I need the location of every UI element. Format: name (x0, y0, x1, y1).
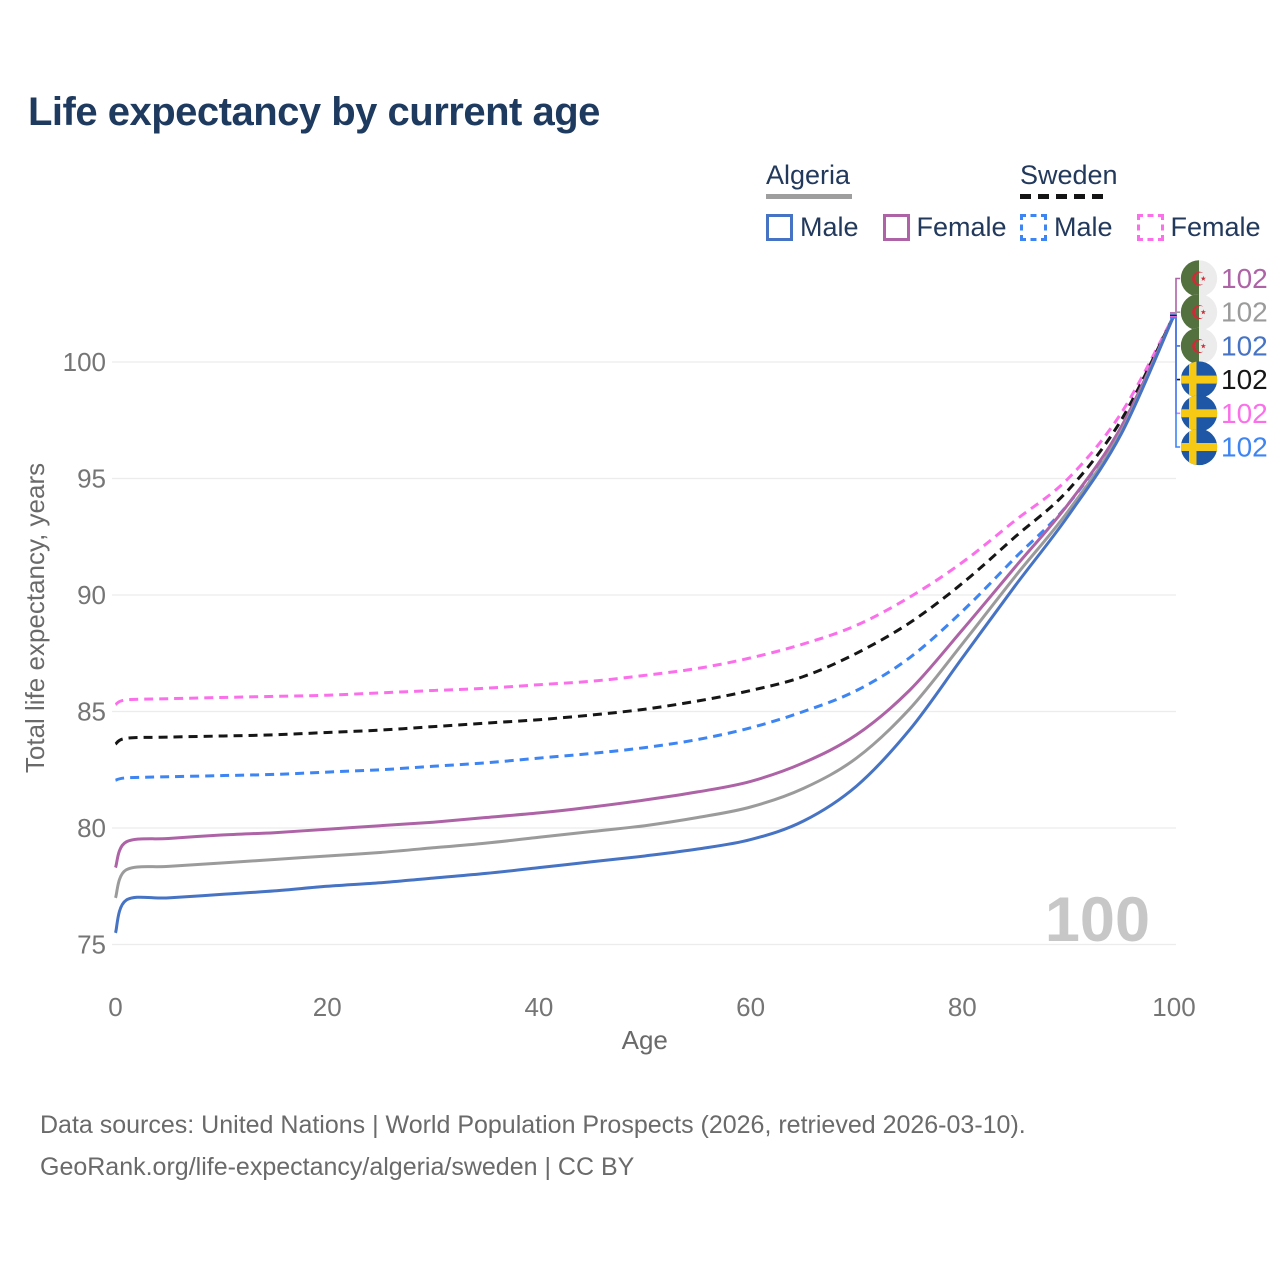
legend-swatch-algeria-male (766, 214, 793, 241)
sweden-flag-body (1180, 395, 1218, 432)
end-label-connector-sweden-male (1170, 317, 1180, 448)
series-line-algeria-both[interactable] (114, 314, 1176, 899)
end-value-label-algeria-female: 102 (1221, 263, 1268, 294)
legend-swatch-sweden-male (1020, 214, 1047, 241)
legend-group-algeria: Algeria Male Female (766, 160, 1007, 243)
end-label-connector-algeria-both (1170, 311, 1180, 315)
x-tick-label-20: 20 (313, 992, 342, 1022)
series-line-sweden-female[interactable] (114, 314, 1176, 706)
flag-algeria-icon: ☪ (1180, 260, 1218, 297)
end-value-label-algeria-male: 102 (1221, 330, 1268, 361)
end-value-label-sweden-both: 102 (1221, 364, 1268, 395)
legend-header-algeria[interactable]: Algeria (766, 160, 851, 190)
flag-sweden-icon (1180, 428, 1218, 466)
x-axis-title: Age (622, 1025, 668, 1055)
y-tick-label-95: 95 (77, 464, 106, 494)
x-tick-label-40: 40 (524, 992, 553, 1022)
end-value-label-algeria-both: 102 (1221, 297, 1268, 328)
end-label-connector-sweden-female (1170, 316, 1180, 415)
y-tick-label-100: 100 (63, 347, 106, 377)
legend-label-sweden-male: Male (1054, 212, 1113, 242)
series-line-algeria-male[interactable] (114, 314, 1176, 934)
legend-item-algeria-female[interactable]: Female (882, 212, 1007, 243)
chart-canvas: 75 80 85 90 95 100 0 20 40 60 80 100 Age Total life e… (20, 260, 1268, 1055)
algeria-flag-green-half (1180, 327, 1199, 365)
sweden-cross-vertical (1189, 361, 1197, 398)
algeria-flag-green-half (1180, 294, 1199, 331)
footer-line-sources: Data sources: United Nations | World Pop… (40, 1111, 1026, 1139)
page-title: Life expectancy by current age (28, 90, 600, 134)
end-label-connector-sweden-both (1170, 315, 1180, 381)
legend-item-algeria-male[interactable]: Male (766, 212, 859, 243)
legend-item-sweden-male[interactable]: Male (1020, 212, 1113, 243)
legend-item-sweden-female[interactable]: Female (1136, 212, 1261, 243)
data-sources-footer: Data sources: United Nations | World Pop… (40, 1104, 1026, 1188)
legend-group-sweden: Sweden Male Female (1020, 160, 1261, 243)
series-line-algeria-female[interactable] (114, 314, 1176, 869)
legend-items-algeria: Male Female (766, 212, 1007, 243)
sweden-flag-body (1180, 428, 1218, 466)
sweden-cross-horizontal (1180, 409, 1218, 418)
algeria-crescent-star: ☪ (1190, 270, 1207, 291)
legend-label-sweden-female: Female (1170, 212, 1261, 242)
sweden-cross-horizontal (1180, 443, 1218, 451)
legend-swatch-sweden-female (1136, 214, 1164, 241)
series-line-sweden-male[interactable] (115, 314, 1176, 782)
algeria-crescent-star: ☪ (1190, 303, 1207, 324)
flag-sweden-icon (1180, 361, 1218, 398)
legend-underline-sweden (1020, 194, 1110, 199)
y-axis-title: Total life expectancy, years (20, 463, 50, 773)
algeria-crescent-star: ☪ (1190, 337, 1207, 358)
flag-algeria-icon: ☪ (1180, 294, 1218, 331)
end-value-label-sweden-male: 102 (1221, 432, 1268, 463)
age-watermark: 100 (1045, 885, 1150, 955)
legend-underline-algeria (766, 194, 852, 199)
y-tick-label-90: 90 (77, 580, 106, 610)
y-tick-label-85: 85 (77, 697, 106, 727)
legend-swatch-algeria-female (882, 214, 910, 241)
legend-label-algeria-female: Female (916, 212, 1007, 242)
series-line-sweden-both[interactable] (114, 314, 1176, 746)
x-tick-label-100: 100 (1152, 992, 1195, 1022)
legend-header-sweden[interactable]: Sweden (1020, 160, 1118, 190)
x-tick-label-80: 80 (948, 992, 977, 1022)
algeria-flag-green-half (1180, 260, 1199, 297)
x-tick-label-0: 0 (108, 992, 122, 1022)
sweden-cross-vertical (1189, 395, 1197, 432)
x-tick-label-60: 60 (736, 992, 765, 1022)
legend-label-algeria-male: Male (800, 212, 859, 242)
flag-algeria-icon: ☪ (1180, 327, 1218, 365)
end-value-label-sweden-female: 102 (1221, 398, 1268, 429)
y-tick-label-75: 75 (77, 930, 106, 960)
sweden-cross-vertical (1189, 428, 1197, 466)
flag-sweden-icon (1180, 395, 1218, 432)
y-tick-label-80: 80 (77, 813, 106, 843)
footer-line-attribution: GeoRank.org/life-expectancy/algeria/swed… (40, 1153, 635, 1181)
legend-items-sweden: Male Female (1020, 212, 1261, 243)
sweden-cross-horizontal (1180, 375, 1218, 384)
sweden-flag-body (1180, 361, 1218, 398)
end-label-connector-algeria-female (1170, 277, 1180, 314)
